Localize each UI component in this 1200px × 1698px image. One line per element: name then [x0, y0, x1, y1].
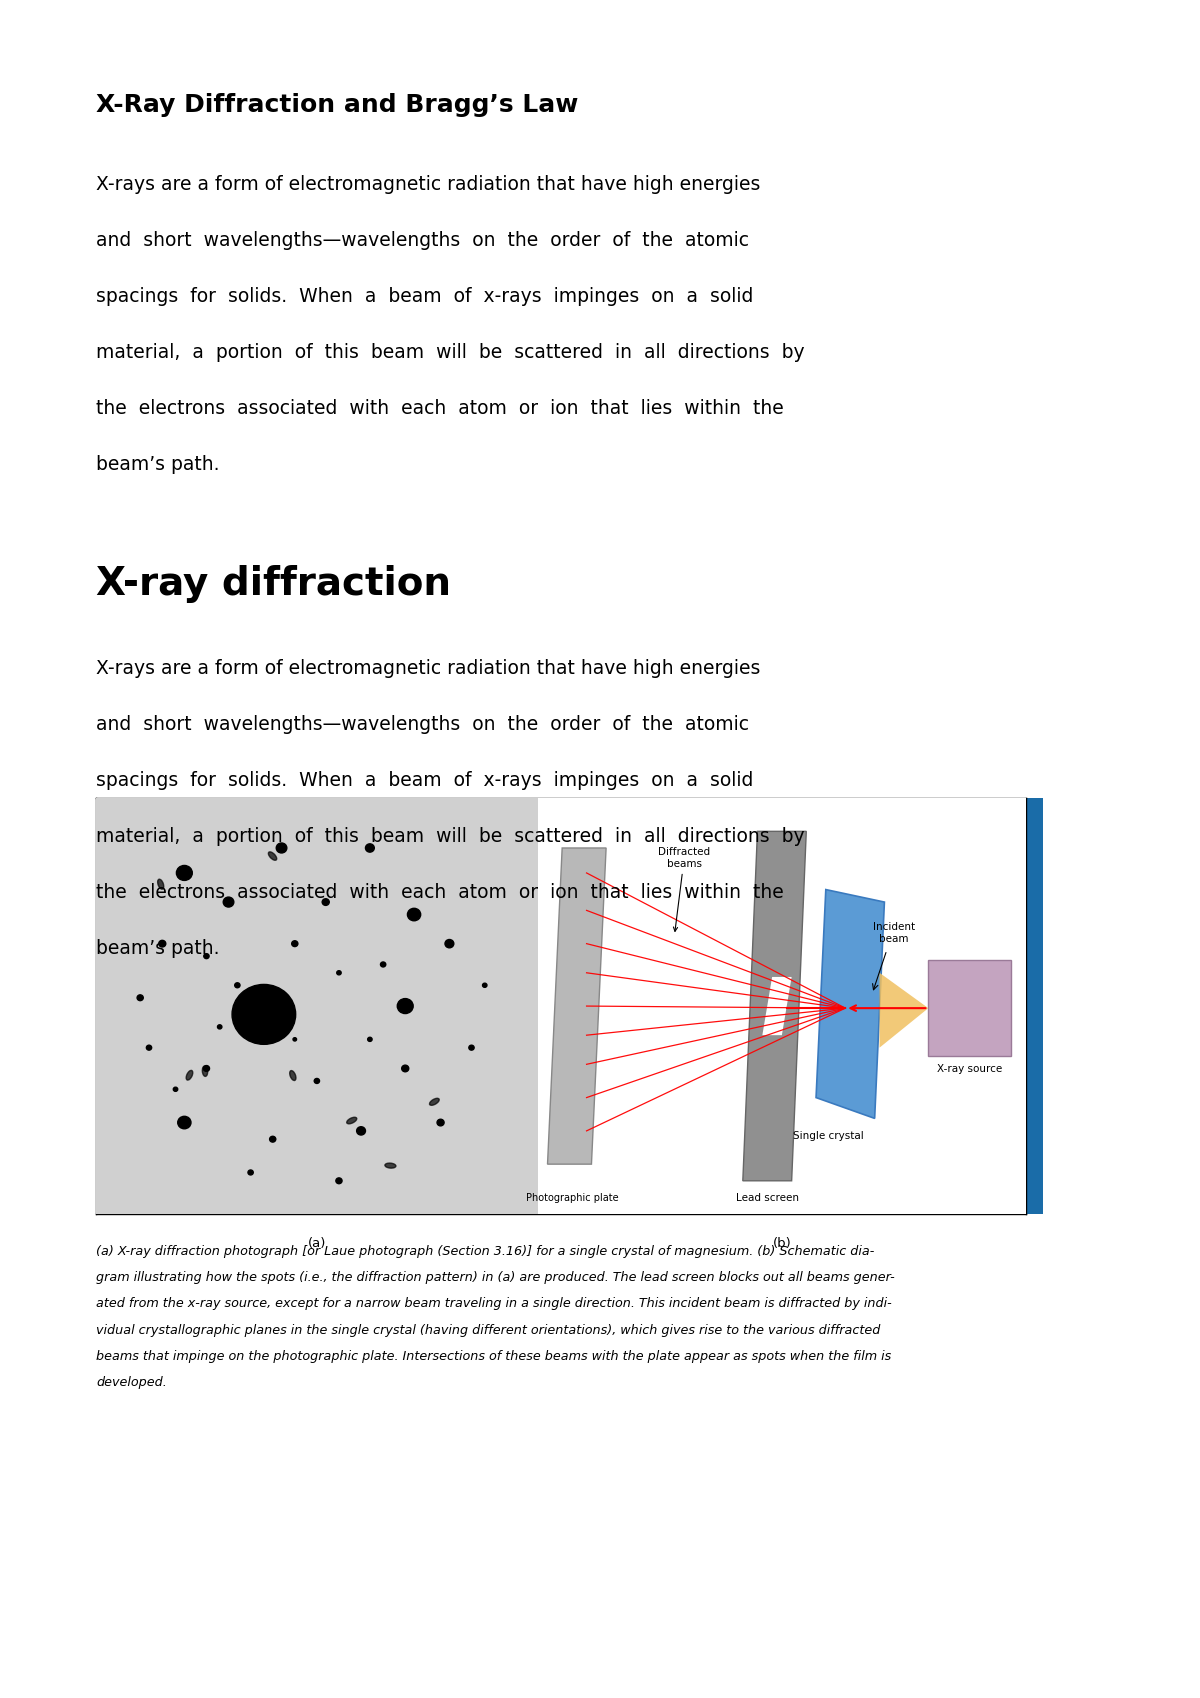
- Circle shape: [248, 1170, 253, 1175]
- Ellipse shape: [157, 880, 163, 890]
- Text: (b): (b): [773, 1236, 791, 1250]
- Text: material,  a  portion  of  this  beam  will  be  scattered  in  all  directions : material, a portion of this beam will be…: [96, 343, 805, 362]
- Circle shape: [293, 1037, 296, 1041]
- Circle shape: [469, 1046, 474, 1049]
- Text: and  short  wavelengths—wavelengths  on  the  order  of  the  atomic: and short wavelengths—wavelengths on the…: [96, 715, 749, 734]
- Circle shape: [292, 941, 298, 946]
- Ellipse shape: [347, 1117, 356, 1124]
- Circle shape: [217, 1026, 222, 1029]
- Circle shape: [176, 866, 192, 881]
- Circle shape: [482, 983, 487, 987]
- Text: spacings  for  solids.  When  a  beam  of  x-rays  impinges  on  a  solid: spacings for solids. When a beam of x-ra…: [96, 771, 754, 790]
- Text: Diffracted
beams: Diffracted beams: [658, 847, 710, 932]
- Text: and  short  wavelengths—wavelengths  on  the  order  of  the  atomic: and short wavelengths—wavelengths on the…: [96, 231, 749, 250]
- Text: Lead screen: Lead screen: [736, 1194, 799, 1204]
- Text: material,  a  portion  of  this  beam  will  be  scattered  in  all  directions : material, a portion of this beam will be…: [96, 827, 805, 846]
- Circle shape: [223, 897, 234, 907]
- Circle shape: [173, 1087, 178, 1092]
- Circle shape: [158, 941, 166, 947]
- Text: developed.: developed.: [96, 1377, 167, 1389]
- Text: X-ray source: X-ray source: [937, 1065, 1002, 1075]
- Circle shape: [337, 971, 341, 975]
- Ellipse shape: [203, 1066, 208, 1077]
- Text: vidual crystallographic planes in the single crystal (having different orientati: vidual crystallographic planes in the si…: [96, 1324, 881, 1336]
- Ellipse shape: [269, 852, 277, 861]
- Circle shape: [445, 939, 454, 947]
- Text: Single crystal: Single crystal: [793, 1131, 864, 1141]
- Text: X-Ray Diffraction and Bragg’s Law: X-Ray Diffraction and Bragg’s Law: [96, 93, 578, 117]
- Circle shape: [203, 1066, 210, 1071]
- Circle shape: [276, 842, 287, 852]
- Circle shape: [322, 898, 329, 905]
- Circle shape: [146, 1046, 151, 1049]
- Polygon shape: [743, 832, 806, 1180]
- Circle shape: [402, 1065, 409, 1071]
- Text: ated from the x-ray source, except for a narrow beam traveling in a single direc: ated from the x-ray source, except for a…: [96, 1297, 892, 1311]
- Circle shape: [204, 954, 209, 959]
- Polygon shape: [547, 847, 606, 1165]
- Circle shape: [270, 1136, 276, 1143]
- Circle shape: [178, 1116, 191, 1129]
- Text: X-rays are a form of electromagnetic radiation that have high energies: X-rays are a form of electromagnetic rad…: [96, 175, 761, 194]
- Text: X-rays are a form of electromagnetic radiation that have high energies: X-rays are a form of electromagnetic rad…: [96, 659, 761, 678]
- Polygon shape: [880, 973, 929, 1048]
- Circle shape: [437, 1119, 444, 1126]
- Circle shape: [367, 1037, 372, 1041]
- Circle shape: [314, 1078, 319, 1083]
- Text: beam’s path.: beam’s path.: [96, 939, 220, 958]
- Text: X-ray diffraction: X-ray diffraction: [96, 565, 451, 603]
- Text: (a) X-ray diffraction photograph [or Laue photograph (Section 3.16)] for a singl: (a) X-ray diffraction photograph [or Lau…: [96, 1245, 875, 1258]
- Text: Incident
beam: Incident beam: [874, 922, 916, 944]
- Bar: [929, 961, 1012, 1056]
- Circle shape: [336, 1178, 342, 1184]
- Circle shape: [366, 844, 374, 852]
- Polygon shape: [816, 890, 884, 1119]
- Circle shape: [408, 908, 421, 920]
- Text: gram illustrating how the spots (i.e., the diffraction pattern) in (a) are produ: gram illustrating how the spots (i.e., t…: [96, 1270, 895, 1284]
- Polygon shape: [762, 976, 792, 1036]
- Ellipse shape: [430, 1099, 439, 1105]
- Ellipse shape: [289, 1070, 296, 1080]
- Circle shape: [356, 1127, 366, 1134]
- Text: the  electrons  associated  with  each  atom  or  ion  that  lies  within  the: the electrons associated with each atom …: [96, 883, 784, 902]
- Text: (a): (a): [307, 1236, 326, 1250]
- Ellipse shape: [186, 1070, 193, 1080]
- Circle shape: [232, 985, 295, 1044]
- Bar: [1026, 798, 1043, 1214]
- Text: beams that impinge on the photographic plate. Intersections of these beams with : beams that impinge on the photographic p…: [96, 1350, 892, 1363]
- Text: spacings  for  solids.  When  a  beam  of  x-rays  impinges  on  a  solid: spacings for solids. When a beam of x-ra…: [96, 287, 754, 306]
- Circle shape: [235, 983, 240, 988]
- Text: beam’s path.: beam’s path.: [96, 455, 220, 474]
- Ellipse shape: [385, 1163, 396, 1168]
- Circle shape: [397, 998, 413, 1014]
- Circle shape: [137, 995, 143, 1000]
- Circle shape: [380, 963, 385, 966]
- Text: the  electrons  associated  with  each  atom  or  ion  that  lies  within  the: the electrons associated with each atom …: [96, 399, 784, 418]
- Text: Photographic plate: Photographic plate: [526, 1194, 618, 1204]
